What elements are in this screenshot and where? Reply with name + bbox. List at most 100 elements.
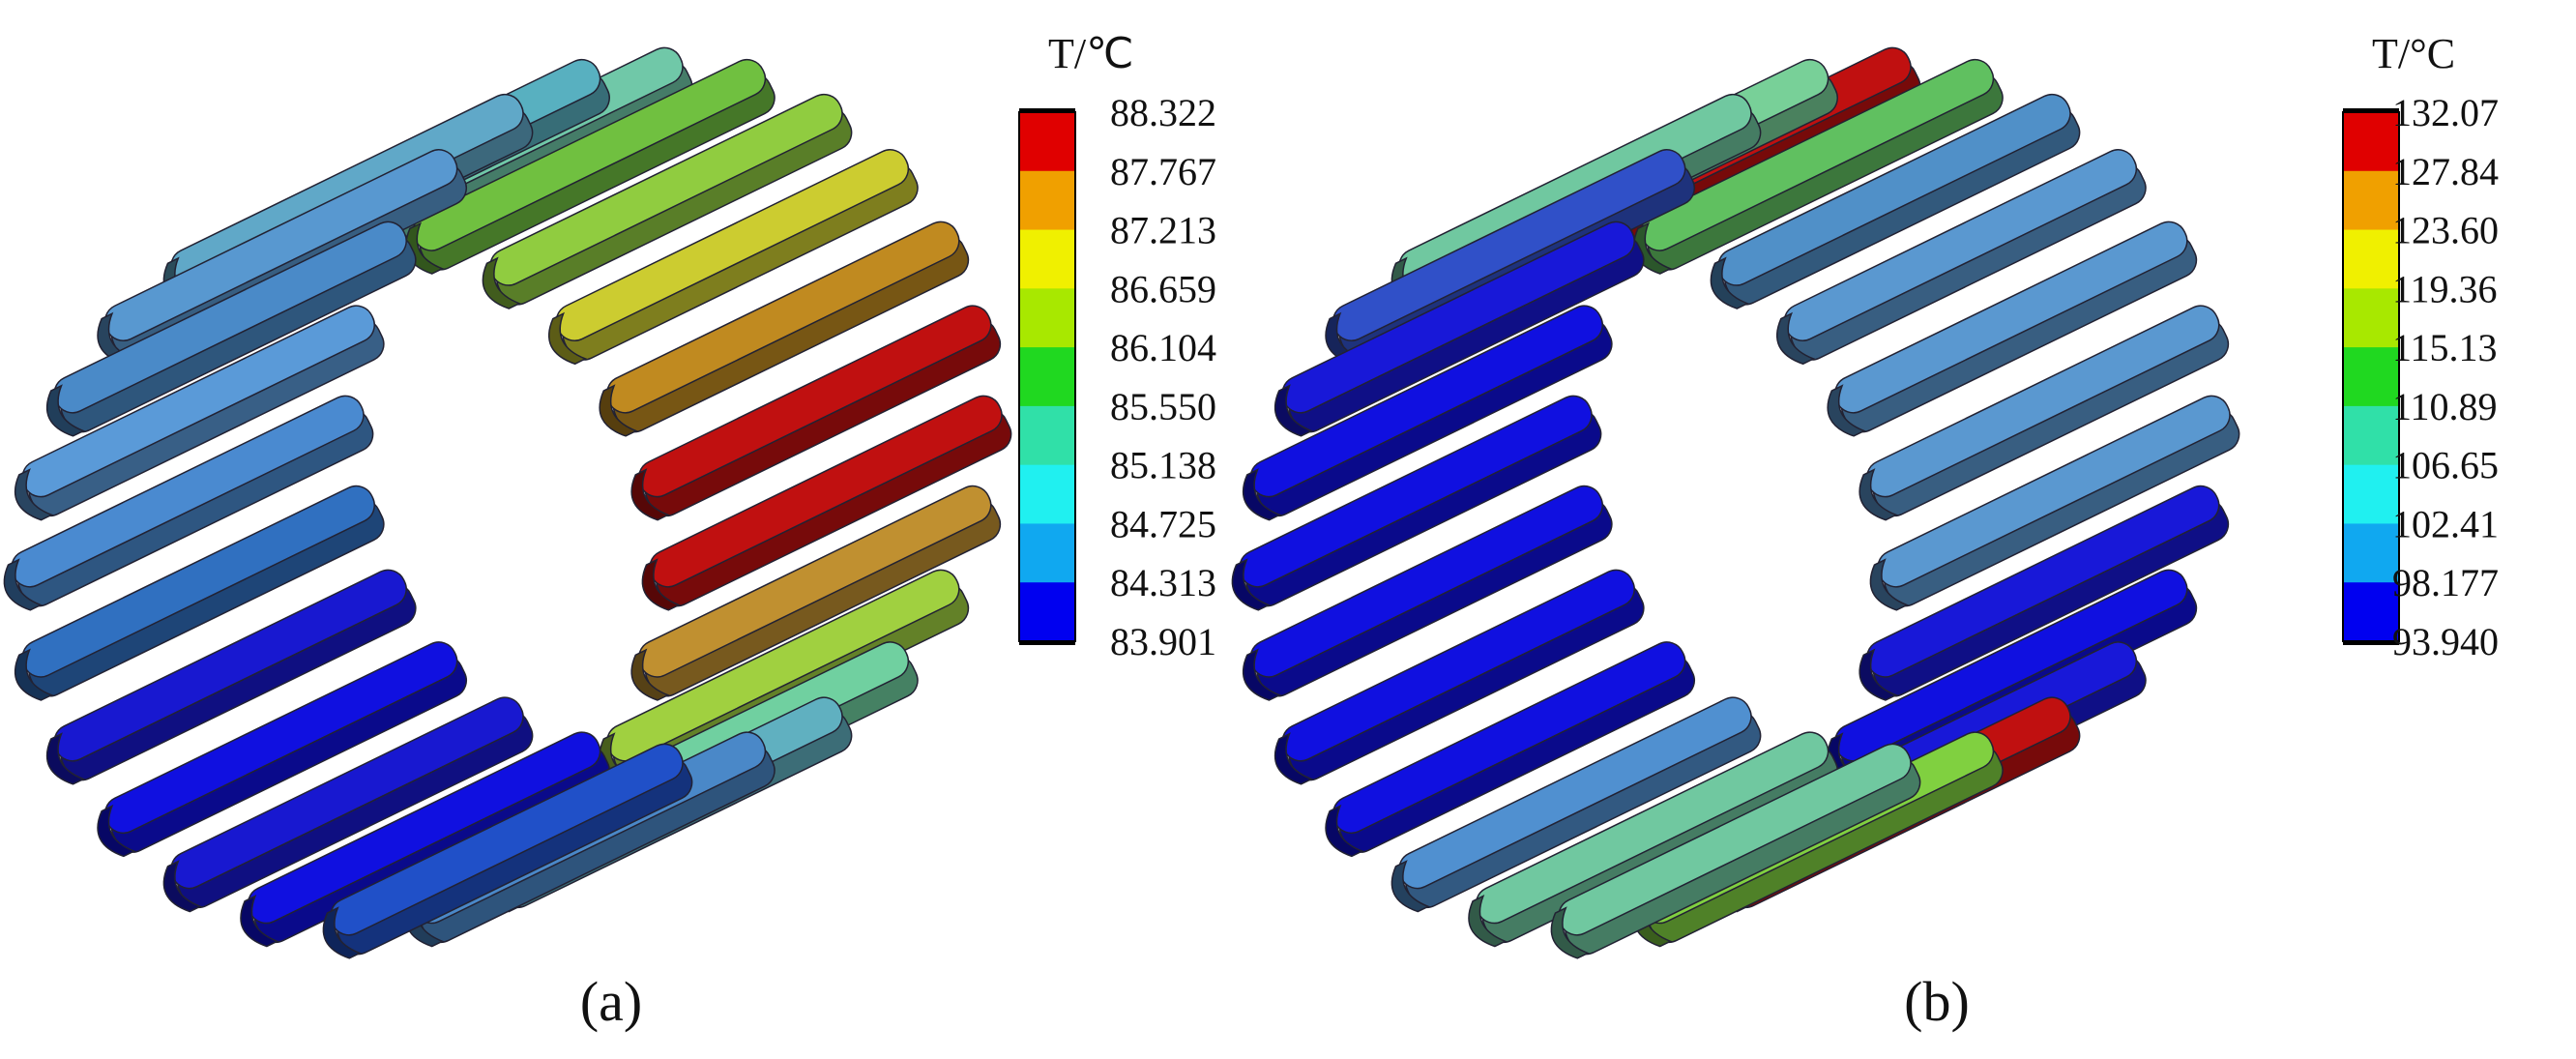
bar-end [1710,256,1749,309]
bar-3d [1243,485,1613,701]
bar-3d [45,569,417,785]
bar-end [162,860,202,913]
bar-3d [630,485,1002,701]
bar-3d [641,395,1012,611]
bar-3d [1243,305,1613,521]
legend-tick-label: 106.65 [2392,444,2499,487]
bar-end [1273,384,1314,437]
bar-3d [3,395,374,611]
colorbar-segment [2343,347,2399,407]
bar-3d [599,221,970,437]
bar-3d [1859,305,2230,521]
bar-3d [1776,149,2147,366]
legend-tick-label: 85.550 [1110,385,1216,428]
colorbar-segment [2343,112,2399,172]
colorbar-segment [2343,288,2399,348]
bar-end [15,468,54,521]
bar-end [45,384,86,437]
bar-end [630,648,670,701]
bar-3d [482,93,853,309]
colorbar-segment [1019,405,1075,466]
legend-tick-label: 85.138 [1110,444,1216,487]
legend-tick-label: 93.940 [2392,620,2499,663]
panel-b: T/°C 132.07 127.84 123.60 119.36 115.13 110.89… [1231,30,2499,1033]
bar-end [1550,906,1590,959]
legend-title: T/°C [2372,30,2455,77]
bar-3d [1468,731,1838,948]
colorbar-cap [2343,108,2399,113]
bar-3d [1550,743,1921,959]
panel-a: T/℃ 88.322 87.767 87.213 86.659 86.104 85.550 8… [3,30,1216,1033]
legend-tick-label: 98.177 [2392,561,2499,604]
bar-3d [97,641,468,858]
bar-end [1869,558,1909,611]
colorbar-segment [1019,464,1075,524]
bar-end [482,256,521,309]
bar-3d [405,58,776,275]
bar-3d [1231,395,1602,611]
bar-3d [1633,58,2004,275]
bar-3d [630,305,1002,521]
colorbar-segment [2343,582,2399,642]
bar-3d [1325,641,1696,858]
colorbar-segment [1019,288,1075,348]
bar-end [1390,860,1430,913]
legend-tick-label: 88.322 [1110,91,1216,134]
bar-3d [162,696,534,913]
bar-end [641,558,681,611]
bar-end [3,558,43,611]
colorbar-segment [2343,229,2399,289]
legend-tick-label: 86.659 [1110,267,1216,310]
bar-end [1827,384,1866,437]
bar-end [1776,311,1816,366]
panel-label: (b) [1904,970,1970,1033]
legend-tick-label: 87.213 [1110,209,1216,252]
legend-tick-label: 102.41 [2392,502,2499,545]
bar-3d [548,149,919,366]
colorbar-segment [1019,170,1075,231]
colorbar-segment [1019,523,1075,583]
bar-3d [1273,221,1645,437]
bar-ring [3,46,1012,959]
bar-3d [45,221,417,437]
bar-3d [1827,221,2198,437]
bar-3d [15,305,385,521]
bar-end [1243,468,1282,521]
colorbar-segment [2343,405,2399,466]
colorbar-cap [2343,640,2399,645]
colorbar-segment [1019,112,1075,172]
bar-end [322,906,362,959]
legend-tick-label: 84.725 [1110,502,1216,545]
bar-end [1468,895,1508,948]
legend-tick-label: 110.89 [2392,385,2498,428]
legend-tick-label: 123.60 [2392,209,2499,252]
bar-end [45,732,86,785]
bar-3d [240,731,610,948]
colorbar-segment [1019,582,1075,642]
legend-tick-label: 83.901 [1110,620,1216,663]
bar-end [630,468,670,521]
bar-end [97,804,136,858]
bar-3d [1859,485,2230,701]
legend-tick-label: 86.104 [1110,326,1216,369]
bar-end [240,895,279,948]
colorbar-cap [1019,640,1075,645]
legend-tick-label: 132.07 [2392,91,2499,134]
bar-3d [1869,395,2240,611]
bar-end [1273,732,1314,785]
legend-tick-label: 119.36 [2392,267,2498,310]
colorbar-segment [2343,523,2399,583]
bar-end [599,384,638,437]
bar-end [1859,468,1898,521]
legend-tick-label: 87.767 [1110,150,1216,193]
bar-end [15,648,54,701]
bar-3d [15,485,385,701]
legend-tick-label: 84.313 [1110,561,1216,604]
colorbar-segment [1019,229,1075,289]
legend-tick-label: 127.84 [2392,150,2499,193]
bar-end [1243,648,1282,701]
bar-3d [322,743,693,959]
bar-3d [1390,696,1762,913]
bar-end [1859,648,1898,701]
